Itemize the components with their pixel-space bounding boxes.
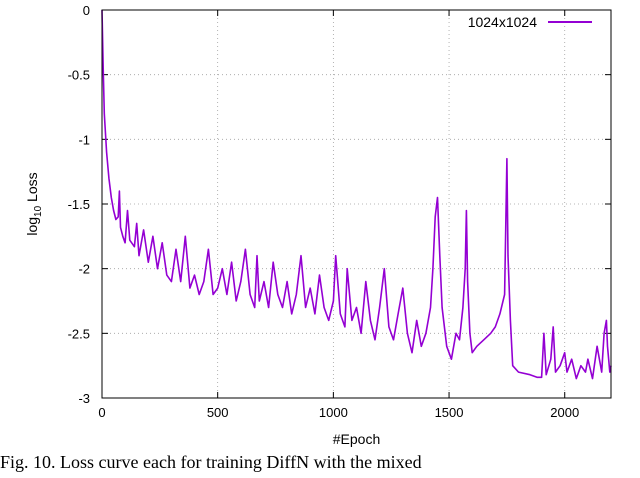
grid <box>102 10 611 398</box>
loss-chart: 0 500 1000 1500 2000 0 -0.5 -1 -1.5 -2 -2.5 -3 102… <box>24 3 612 447</box>
y-axis-label-subscript: 10 <box>33 205 44 217</box>
y-tick-label: -1 <box>78 132 90 147</box>
x-tick-label: 1000 <box>319 405 348 420</box>
y-tick-label: -3 <box>78 391 90 406</box>
x-tick-labels: 0 500 1000 1500 2000 <box>98 405 579 420</box>
x-tick-label: 0 <box>98 405 105 420</box>
series-line-1024x1024 <box>101 9 612 380</box>
legend: 1024x1024 <box>468 14 592 30</box>
y-tick-label: -0.5 <box>68 68 90 83</box>
x-tick-label: 500 <box>207 405 229 420</box>
y-tick-label: -1.5 <box>68 197 90 212</box>
figure-caption: Fig. 10. Loss curve each for training Di… <box>0 452 422 472</box>
legend-label: 1024x1024 <box>468 14 538 30</box>
y-axis-label-base: log <box>24 217 40 236</box>
x-tick-label: 1500 <box>435 405 464 420</box>
y-tick-label: 0 <box>83 3 90 18</box>
y-axis-label: log10 Loss <box>24 172 44 235</box>
y-tick-label: -2.5 <box>68 326 90 341</box>
x-axis-label: #Epoch <box>333 431 380 447</box>
y-tick-labels: 0 -0.5 -1 -1.5 -2 -2.5 -3 <box>68 3 90 406</box>
y-tick-label: -2 <box>78 262 90 277</box>
x-tick-label: 2000 <box>550 405 579 420</box>
y-axis-label-rest: Loss <box>24 172 40 205</box>
plot-frame <box>101 9 612 399</box>
